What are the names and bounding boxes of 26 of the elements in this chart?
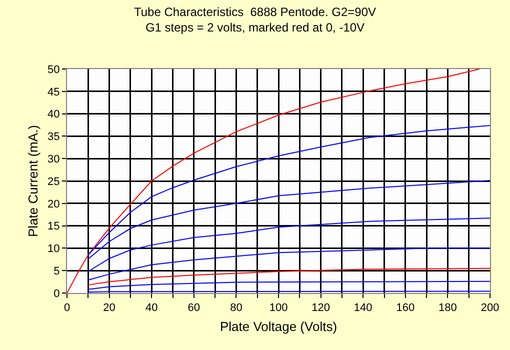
y-tick-label: 30 — [48, 153, 60, 166]
x-tick-label: 200 — [480, 302, 500, 314]
x-tick-label: 40 — [145, 302, 158, 314]
y-tick-label: 45 — [48, 86, 60, 98]
y-tick-label: 10 — [48, 243, 60, 256]
y-tick-label: 25 — [48, 176, 60, 188]
x-axis-title: Plate Voltage (Volts) — [220, 318, 338, 334]
x-tick-label: 100 — [269, 302, 288, 314]
x-tick-label: 0 — [64, 302, 70, 314]
y-tick-label: 35 — [48, 131, 60, 144]
y-tick-label: 5 — [54, 265, 60, 278]
x-tick-label: 160 — [396, 302, 415, 314]
chart-title: Tube Characteristics 6888 Pentode. G2=90V — [134, 4, 376, 19]
x-tick-label: 80 — [230, 302, 242, 314]
chart-subtitle: G1 steps = 2 volts, marked red at 0, -10V — [145, 20, 365, 34]
y-tick-label: 0 — [54, 288, 60, 300]
y-tick-label: 20 — [48, 198, 60, 210]
y-tick-label: 15 — [48, 220, 60, 233]
y-axis-title: Plate Current (mA.) — [26, 125, 40, 237]
x-tick-label: 60 — [188, 302, 200, 314]
x-tick-label: 20 — [103, 302, 116, 314]
x-tick-label: 180 — [438, 302, 457, 314]
y-tick-label: 40 — [48, 108, 60, 121]
y-tick-label: 50 — [48, 64, 60, 76]
x-tick-label: 120 — [312, 302, 330, 314]
x-tick-label: 140 — [354, 302, 372, 314]
